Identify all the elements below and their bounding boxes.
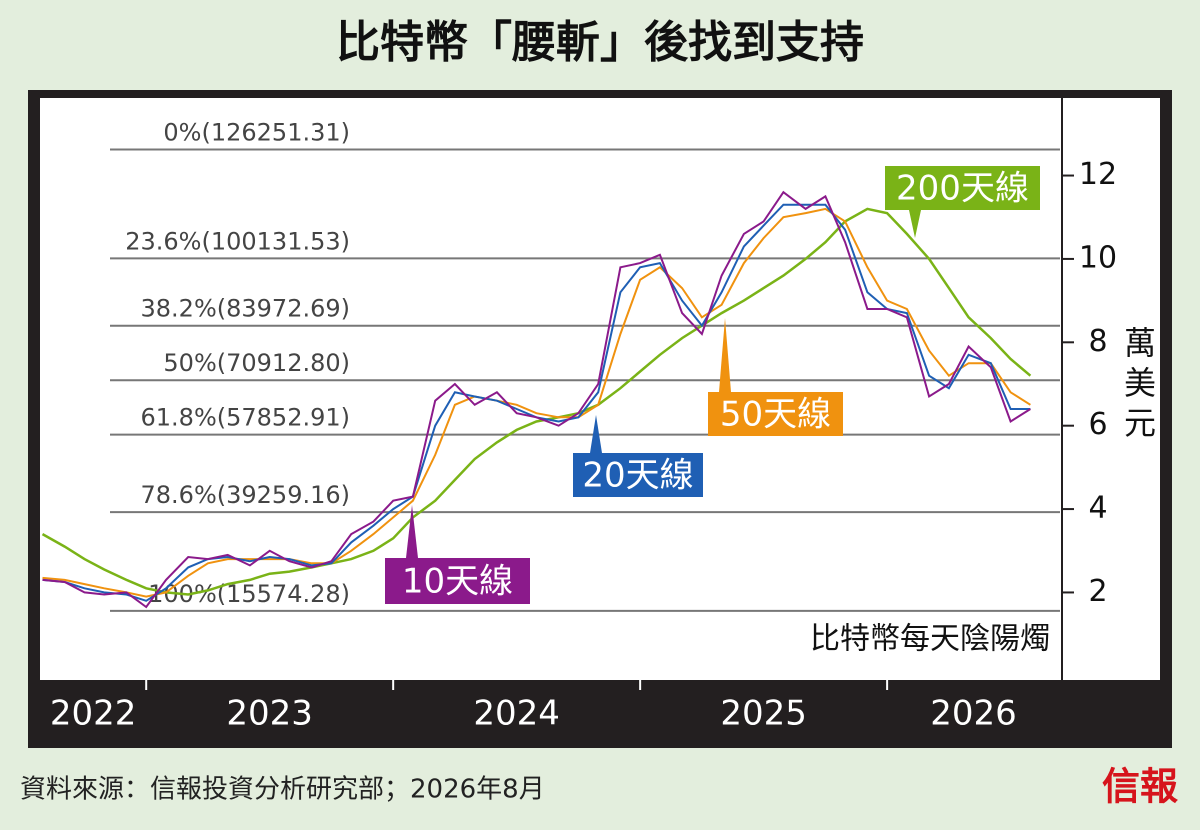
y-axis-label: 萬美元 [1124, 324, 1156, 442]
legend-label: 10天線 [402, 562, 513, 602]
callout-pointer [590, 415, 602, 453]
y-tick-label: 2 [1088, 574, 1107, 609]
y-axis-label-char: 元 [1124, 404, 1156, 442]
y-tick-label: 12 [1079, 157, 1117, 192]
chart-title: 比特幣「腰斬」後找到支持 [336, 17, 864, 68]
x-tick-label: 2024 [473, 694, 560, 734]
y-tick-label: 8 [1088, 324, 1107, 359]
callout-pointer [406, 505, 418, 558]
y-axis-label-char: 萬 [1124, 324, 1156, 362]
y-tick-label: 10 [1079, 240, 1117, 275]
x-tick-label: 2025 [720, 694, 807, 734]
x-tick-label: 2023 [226, 694, 313, 734]
y-tick-label: 4 [1088, 491, 1107, 526]
legend-label: 50天線 [720, 395, 831, 435]
series-line [41, 207, 1032, 596]
y-axis-label-char: 美 [1124, 364, 1156, 402]
callout-pointer [909, 210, 921, 238]
level-label: 61.8%(57852.91) [141, 404, 350, 432]
level-label: 38.2%(83972.69) [141, 295, 350, 323]
legend-box [385, 558, 530, 604]
level-label: 78.6%(39259.16) [141, 481, 350, 509]
legend-label: 200天線 [896, 169, 1029, 209]
level-label: 50%(70912.80) [163, 349, 350, 377]
legend-box [885, 166, 1040, 210]
y-tick-label: 6 [1088, 407, 1107, 442]
x-tick-label: 2022 [50, 694, 137, 734]
legend-label: 20天線 [582, 456, 693, 496]
level-label: 23.6%(100131.53) [125, 227, 350, 255]
level-label: 0%(126251.31) [163, 118, 350, 146]
legend-box [573, 453, 703, 497]
series-line [42, 190, 1031, 609]
logo: 信報 [1102, 764, 1178, 809]
series-line [42, 207, 1031, 598]
callout-pointer [719, 318, 731, 392]
source: 資料來源：信報投資分析研究部；2026年8月 [20, 775, 545, 805]
x-tick-label: 2026 [930, 694, 1017, 734]
legend-box [708, 392, 843, 436]
note: 比特幣每天陰陽燭 [810, 622, 1050, 657]
